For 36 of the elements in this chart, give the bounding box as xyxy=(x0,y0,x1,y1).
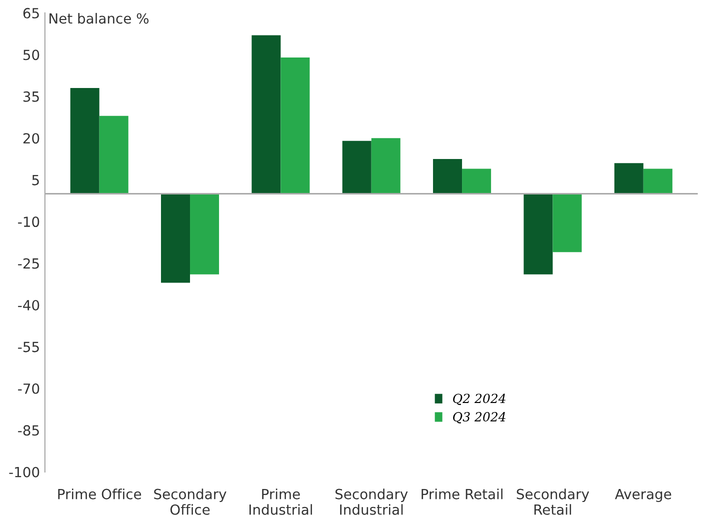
bar xyxy=(190,194,220,274)
x-tick-label: Secondary Industrial xyxy=(335,488,408,515)
bar xyxy=(160,194,190,283)
y-tick-label: -85 xyxy=(18,425,39,436)
bar xyxy=(99,116,128,194)
y-tick-label: -10 xyxy=(18,216,40,228)
y-tick-label: 50 xyxy=(23,50,40,60)
y-tick-label: -70 xyxy=(18,383,40,394)
bar xyxy=(70,88,100,194)
bar xyxy=(371,138,400,194)
x-tick-label: Average xyxy=(614,488,672,502)
legend-label: Q3 2024 xyxy=(453,412,506,424)
bar xyxy=(552,194,582,252)
y-tick-label: -100 xyxy=(9,466,40,478)
bar xyxy=(614,163,644,194)
bar xyxy=(433,158,462,194)
x-tick-label: Secondary Office xyxy=(154,488,226,515)
x-tick-label: Prime Industrial xyxy=(249,488,312,515)
y-tick-label: -25 xyxy=(18,258,39,269)
bar xyxy=(252,35,281,194)
y-tick-label: -40 xyxy=(18,300,40,310)
y-tick-label: -55 xyxy=(18,342,39,352)
bar xyxy=(643,168,672,194)
bar xyxy=(280,57,310,194)
y-tick-label: 35 xyxy=(23,91,39,102)
bar xyxy=(342,140,372,194)
x-tick-label: Prime Retail xyxy=(422,488,502,500)
y-tick-label: 5 xyxy=(32,174,39,186)
x-tick-label: Secondary Retail xyxy=(516,488,590,515)
y-tick-label: 65 xyxy=(23,8,39,18)
y-axis-title: Net balance % xyxy=(50,12,149,24)
legend-label: Q2 2024 xyxy=(453,394,506,405)
bar xyxy=(462,168,492,194)
y-tick-label: 20 xyxy=(23,133,40,144)
x-tick-label: Prime Office xyxy=(58,488,142,500)
bar xyxy=(524,194,553,274)
